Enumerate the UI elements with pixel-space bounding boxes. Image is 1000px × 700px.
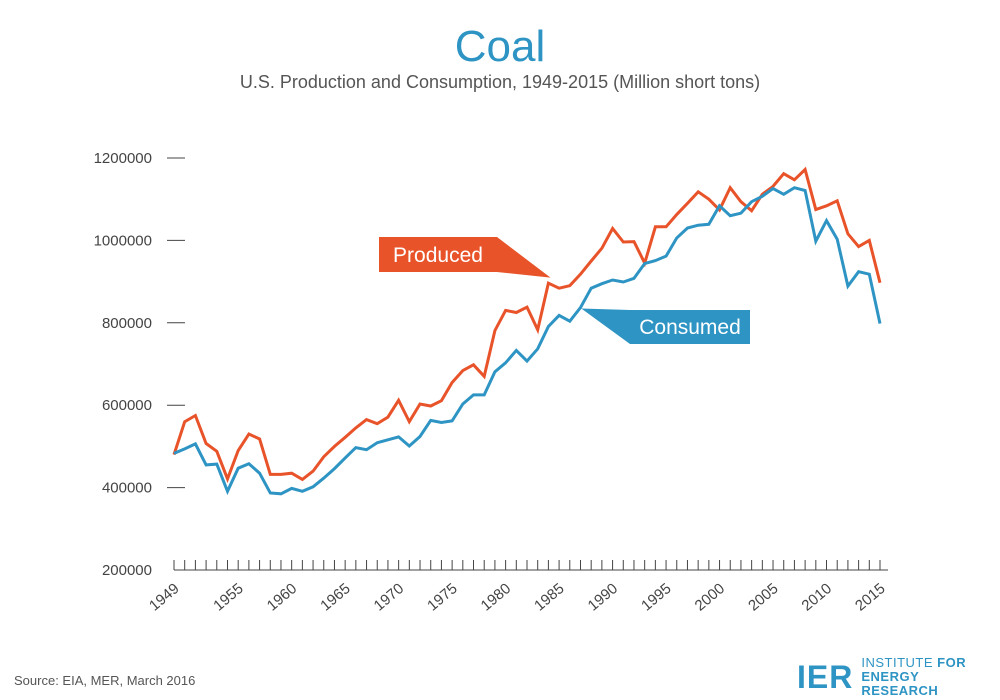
x-axis: 1949 1955 1960 1965 1970 1975 1980 1985 1990 1995…: [146, 560, 889, 615]
x-tick-label: 2010: [799, 580, 835, 614]
callouts: Produced Consumed: [379, 237, 750, 344]
ier-logo: IER INSTITUTE FOR ENERGY RESEARCH: [797, 656, 1000, 698]
logo-line2: ENERGY RESEARCH: [861, 669, 939, 698]
x-tick-label: 1980: [478, 580, 514, 614]
y-tick-label: 600000: [102, 397, 152, 414]
y-tick-label: 400000: [102, 480, 152, 497]
chart-subtitle: U.S. Production and Consumption, 1949-20…: [239, 72, 761, 92]
logo-mark: IER: [797, 659, 854, 695]
logo-line1: INSTITUTE: [861, 655, 934, 670]
consumed-callout-box: [581, 308, 750, 344]
x-tick-label: 1970: [371, 580, 407, 614]
series-line-consumed: [173, 186, 882, 496]
x-tick-label: 1955: [210, 580, 246, 614]
x-tick-label: 1965: [317, 580, 353, 614]
x-tick-label: 2005: [745, 580, 781, 614]
x-tick-label: 1975: [424, 580, 460, 614]
produced-callout-box: [379, 237, 551, 278]
x-tick-label: 2000: [692, 580, 728, 614]
x-tick-label: 1949: [146, 580, 182, 614]
x-tick-label: 1990: [585, 580, 621, 614]
y-tick-label: 1200000: [94, 150, 152, 167]
logo-line1-bold: FOR: [937, 655, 967, 670]
y-tick-label: 200000: [102, 562, 152, 579]
x-tick-label: 1995: [638, 580, 674, 614]
y-tick-label: 800000: [102, 315, 152, 332]
series-layer: [172, 166, 882, 496]
line-chart: 200000 400000 600000 800000 1000000 1200000 1…: [94, 150, 889, 615]
source-note: Source: EIA, MER, March 2016: [14, 673, 196, 688]
x-tick-label: 2015: [852, 580, 888, 614]
produced-callout-label: Produced: [393, 244, 483, 267]
series-line-produced: [172, 166, 882, 484]
y-tick-label: 1000000: [94, 232, 152, 249]
x-tick-label: 1985: [531, 580, 567, 614]
chart-title: Coal: [454, 22, 546, 71]
y-axis: 200000 400000 600000 800000 1000000 1200000: [94, 150, 185, 579]
consumed-callout-label: Consumed: [639, 316, 741, 339]
x-tick-label: 1960: [264, 580, 300, 614]
logo-text: INSTITUTE FOR ENERGY RESEARCH: [861, 656, 1000, 698]
